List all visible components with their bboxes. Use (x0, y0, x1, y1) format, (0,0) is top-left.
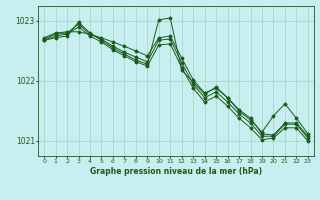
X-axis label: Graphe pression niveau de la mer (hPa): Graphe pression niveau de la mer (hPa) (90, 167, 262, 176)
